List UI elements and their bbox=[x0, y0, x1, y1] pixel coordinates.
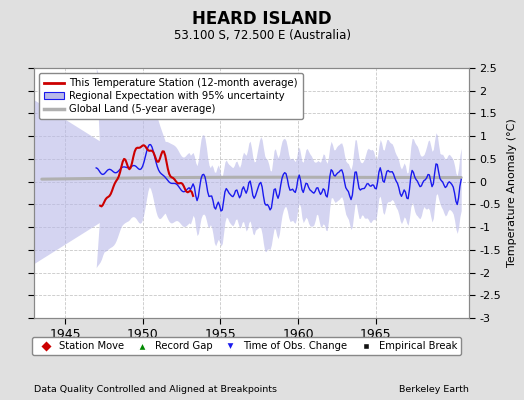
Legend: Station Move, Record Gap, Time of Obs. Change, Empirical Break: Station Move, Record Gap, Time of Obs. C… bbox=[31, 337, 461, 355]
Legend: This Temperature Station (12-month average), Regional Expectation with 95% uncer: This Temperature Station (12-month avera… bbox=[39, 73, 302, 119]
Text: HEARD ISLAND: HEARD ISLAND bbox=[192, 10, 332, 28]
Text: Data Quality Controlled and Aligned at Breakpoints: Data Quality Controlled and Aligned at B… bbox=[34, 385, 277, 394]
Text: Berkeley Earth: Berkeley Earth bbox=[399, 385, 469, 394]
Text: 53.100 S, 72.500 E (Australia): 53.100 S, 72.500 E (Australia) bbox=[173, 29, 351, 42]
Y-axis label: Temperature Anomaly (°C): Temperature Anomaly (°C) bbox=[507, 119, 517, 267]
